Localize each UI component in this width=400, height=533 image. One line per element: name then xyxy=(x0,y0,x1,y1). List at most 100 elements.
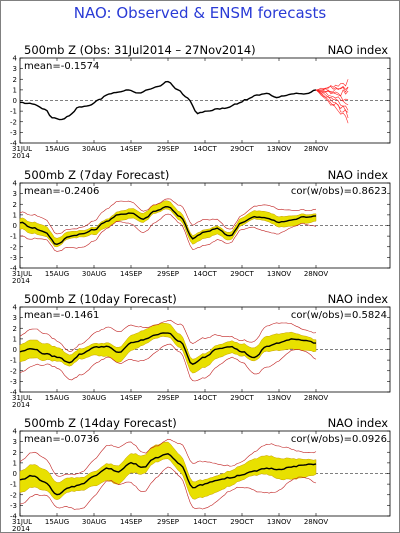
x-tick-label: 13NOV xyxy=(267,394,292,402)
x-tick-label: 14OCT xyxy=(193,145,217,153)
x-tick-label: 29SEP xyxy=(157,394,179,402)
member-lower-line xyxy=(19,466,317,510)
x-tick-label: 29SEP xyxy=(157,518,179,526)
x-tick-label: 2014 xyxy=(12,277,30,285)
y-tick-label: 2 xyxy=(13,76,17,84)
x-tick-label: 2014 xyxy=(12,525,30,533)
observed-line xyxy=(19,80,317,121)
y-tick-label: 4 xyxy=(13,304,18,312)
nao-panel-4: 500mb Z (14day Forecast) NAO index -4 -3 -2 -… xyxy=(10,416,391,533)
nao-panel-2: 500mb Z (7day Forecast) NAO index -4 -3 -2 -1… xyxy=(10,168,391,285)
x-tick-label: 29OCT xyxy=(230,518,254,526)
y-tick-label: -1 xyxy=(10,481,17,489)
x-tick-label: 29OCT xyxy=(230,394,254,402)
y-tick-label: 0 xyxy=(13,470,17,478)
ensemble-mean-line xyxy=(19,453,317,496)
x-tick-label: 29OCT xyxy=(230,145,254,153)
panel-title: 500mb Z (10day Forecast) xyxy=(24,292,177,306)
y-tick-label: 3 xyxy=(13,438,17,446)
ensemble-spread-band xyxy=(19,200,317,248)
ensemble-mean-line xyxy=(19,205,317,246)
x-tick-label: 15AUG xyxy=(45,270,69,278)
forecast-member-line xyxy=(316,86,349,91)
member-upper-line xyxy=(19,198,317,235)
x-tick-label: 29SEP xyxy=(157,145,179,153)
y-tick-label: 0 xyxy=(13,222,17,230)
y-tick-label: 2 xyxy=(13,449,17,457)
x-tick-label: 28NOV xyxy=(304,394,329,402)
y-tick-label: -4 xyxy=(10,513,18,521)
forecast-member-line xyxy=(316,86,349,93)
x-tick-label: 2014 xyxy=(12,152,30,160)
x-tick-label: 30AUG xyxy=(82,145,106,153)
x-tick-label: 14SEP xyxy=(120,518,142,526)
y-tick-label: -1 xyxy=(10,357,17,365)
y-tick-label: 4 xyxy=(13,180,18,188)
y-tick-label: -4 xyxy=(10,389,18,397)
x-tick-label: 31JUL xyxy=(12,518,32,526)
panel-title: 500mb Z (14day Forecast) xyxy=(24,416,177,430)
x-tick-label: 28NOV xyxy=(304,518,329,526)
y-tick-label: -1 xyxy=(10,108,17,116)
x-tick-label: 14OCT xyxy=(193,270,217,278)
y-tick-label: 0 xyxy=(13,346,17,354)
panel-index-label: NAO index xyxy=(328,416,389,430)
panel-title: 500mb Z (Obs: 31Jul2014 – 27Nov2014) xyxy=(24,43,256,57)
x-tick-label: 14SEP xyxy=(120,145,142,153)
member-upper-line xyxy=(19,438,317,477)
y-tick-label: 2 xyxy=(13,201,17,209)
x-tick-label: 29OCT xyxy=(230,270,254,278)
forecast-member-line xyxy=(315,89,349,119)
y-tick-label: 4 xyxy=(13,55,18,63)
mean-label: mean=-0.1574 xyxy=(24,61,99,72)
x-tick-label: 31JUL xyxy=(12,270,32,278)
forecast-member-line xyxy=(315,89,349,111)
x-tick-label: 2014 xyxy=(12,401,30,409)
y-tick-label: -4 xyxy=(10,265,18,273)
x-tick-label: 14OCT xyxy=(193,394,217,402)
y-tick-label: 1 xyxy=(13,459,17,467)
y-tick-label: 3 xyxy=(13,190,17,198)
y-tick-label: -3 xyxy=(10,254,17,262)
forecast-member-line xyxy=(315,89,349,101)
panel-index-label: NAO index xyxy=(328,292,389,306)
y-tick-label: -2 xyxy=(10,118,17,126)
forecast-members xyxy=(315,79,349,124)
x-tick-label: 28NOV xyxy=(304,145,329,153)
panel-index-label: NAO index xyxy=(328,168,389,182)
mean-label: mean=-0.1461 xyxy=(24,310,99,321)
x-tick-label: 15AUG xyxy=(45,394,69,402)
x-tick-label: 14SEP xyxy=(120,394,142,402)
nao-panel-1: 500mb Z (Obs: 31Jul2014 – 27Nov2014) NAO … xyxy=(10,43,391,160)
x-tick-label: 30AUG xyxy=(82,518,106,526)
panel-title: 500mb Z (7day Forecast) xyxy=(24,168,169,182)
y-tick-label: -2 xyxy=(10,243,17,251)
y-tick-label: 3 xyxy=(13,314,17,322)
correlation-label: cor(w/obs)=0.0926 xyxy=(291,434,387,445)
x-tick-label: 15AUG xyxy=(45,518,69,526)
y-tick-label: -1 xyxy=(10,233,17,241)
y-tick-label: 2 xyxy=(13,325,17,333)
x-tick-label: 15AUG xyxy=(45,145,69,153)
y-tick-label: 0 xyxy=(13,97,17,105)
x-tick-label: 31JUL xyxy=(12,394,32,402)
member-lower-line xyxy=(19,213,317,252)
forecast-member-line xyxy=(315,79,349,91)
page-title: NAO: Observed & ENSM forecasts xyxy=(73,4,327,22)
mean-label: mean=-0.0736 xyxy=(24,434,99,445)
correlation-label: cor(w/obs)=0.5824 xyxy=(291,310,387,321)
mean-label: mean=-0.2406 xyxy=(24,186,99,197)
x-tick-label: 13NOV xyxy=(267,518,292,526)
y-tick-label: -4 xyxy=(10,140,18,148)
x-tick-label: 31JUL xyxy=(12,145,32,153)
x-tick-label: 14SEP xyxy=(120,270,142,278)
x-tick-label: 30AUG xyxy=(82,394,106,402)
y-tick-label: 3 xyxy=(13,65,17,73)
x-tick-label: 14OCT xyxy=(193,518,217,526)
member-upper-line xyxy=(19,319,317,352)
y-tick-label: 4 xyxy=(13,428,18,436)
y-tick-label: -3 xyxy=(10,129,17,137)
x-tick-label: 13NOV xyxy=(267,145,292,153)
x-tick-label: 29SEP xyxy=(157,270,179,278)
panel-index-label: NAO index xyxy=(328,43,389,57)
